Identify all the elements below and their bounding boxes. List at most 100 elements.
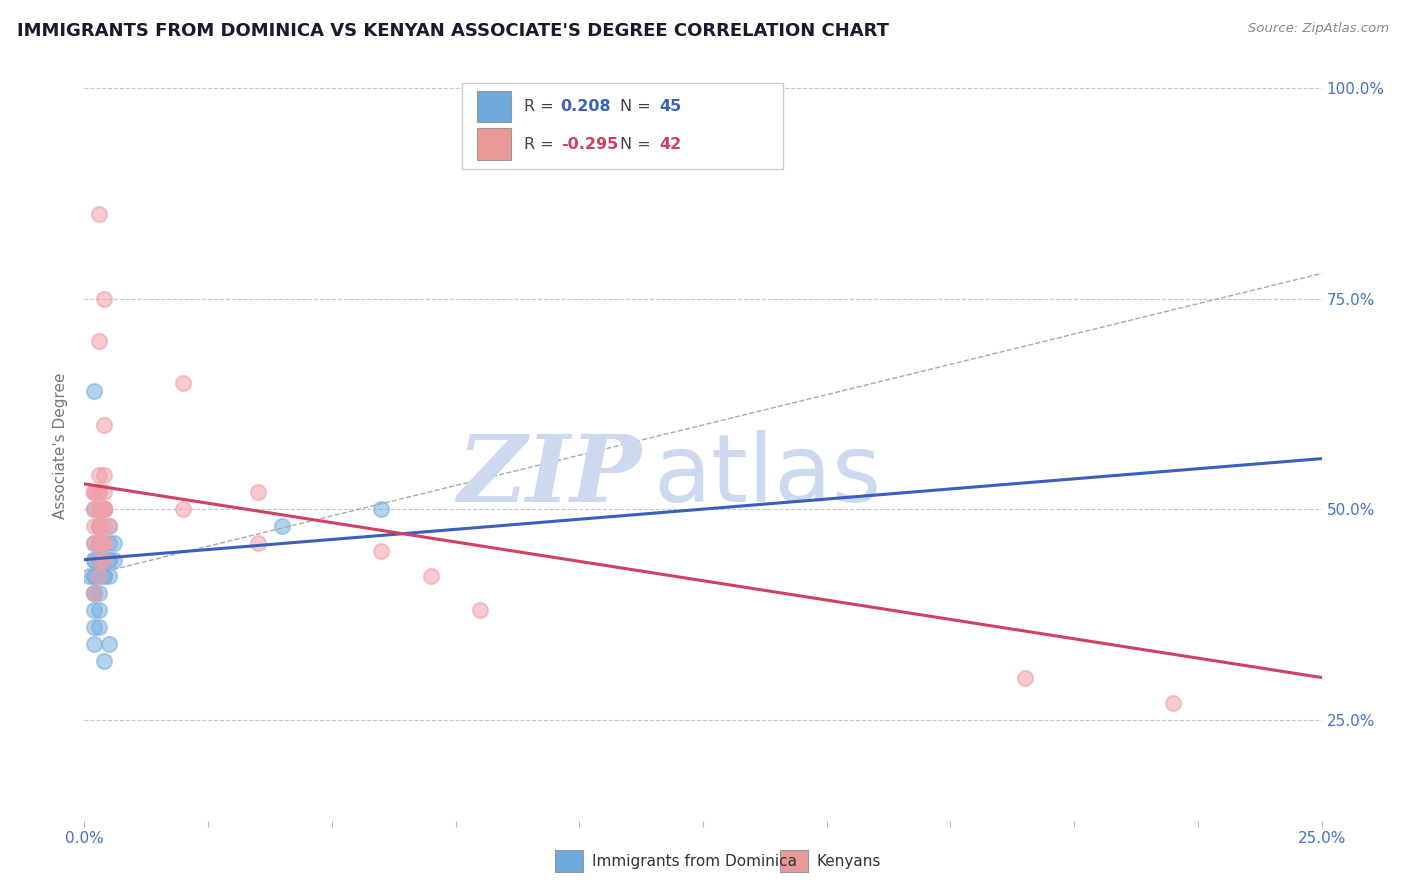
Point: [93, 417, 115, 432]
Text: R =: R =: [523, 99, 558, 114]
Point: [83, 536, 105, 550]
Point: [89, 536, 111, 550]
Point: [89, 334, 111, 348]
Point: [89, 536, 111, 550]
Point: [93, 569, 115, 583]
Text: 42: 42: [659, 136, 682, 152]
Point: [93, 654, 115, 668]
Text: Kenyans: Kenyans: [817, 854, 882, 869]
Point: [93, 502, 115, 516]
Point: [93, 552, 115, 566]
Point: [93, 536, 115, 550]
Text: Immigrants from Dominica: Immigrants from Dominica: [592, 854, 797, 869]
Point: [83, 502, 105, 516]
Point: [89, 502, 111, 516]
Point: [103, 552, 125, 566]
Point: [89, 519, 111, 533]
Point: [271, 519, 294, 533]
Point: [83, 552, 105, 566]
Text: Source: ZipAtlas.com: Source: ZipAtlas.com: [1249, 22, 1389, 36]
Point: [89, 569, 111, 583]
Point: [419, 569, 441, 583]
Point: [98, 569, 121, 583]
Point: [1014, 671, 1036, 685]
Point: [93, 502, 115, 516]
Point: [89, 485, 111, 500]
Point: [470, 603, 492, 617]
Point: [83, 569, 105, 583]
Point: [83, 586, 105, 600]
Point: [79, 569, 101, 583]
Point: [83, 485, 105, 500]
Point: [89, 536, 111, 550]
Point: [83, 637, 105, 651]
Point: [89, 207, 111, 221]
Text: IMMIGRANTS FROM DOMINICA VS KENYAN ASSOCIATE'S DEGREE CORRELATION CHART: IMMIGRANTS FROM DOMINICA VS KENYAN ASSOC…: [17, 22, 889, 40]
Point: [89, 519, 111, 533]
Point: [93, 468, 115, 483]
FancyBboxPatch shape: [477, 91, 512, 122]
Point: [89, 603, 111, 617]
Text: N =: N =: [620, 136, 657, 152]
FancyBboxPatch shape: [461, 83, 783, 169]
Point: [93, 292, 115, 306]
Point: [83, 586, 105, 600]
Point: [89, 552, 111, 566]
Text: R =: R =: [523, 136, 558, 152]
Point: [172, 376, 194, 390]
Point: [89, 519, 111, 533]
Text: 45: 45: [659, 99, 682, 114]
Point: [98, 519, 121, 533]
Point: [1161, 696, 1184, 710]
Point: [89, 552, 111, 566]
Point: [89, 569, 111, 583]
Point: [93, 485, 115, 500]
Point: [89, 620, 111, 634]
Point: [83, 586, 105, 600]
Point: [93, 569, 115, 583]
Point: [89, 536, 111, 550]
Point: [89, 552, 111, 566]
Point: [83, 552, 105, 566]
Point: [83, 620, 105, 634]
Point: [98, 552, 121, 566]
Point: [89, 552, 111, 566]
Point: [83, 603, 105, 617]
FancyBboxPatch shape: [477, 128, 512, 160]
Point: [93, 536, 115, 550]
Point: [93, 536, 115, 550]
Text: N =: N =: [620, 99, 657, 114]
Point: [83, 485, 105, 500]
Point: [93, 502, 115, 516]
Point: [93, 502, 115, 516]
Text: 0.208: 0.208: [561, 99, 612, 114]
Point: [98, 519, 121, 533]
Point: [98, 552, 121, 566]
Point: [83, 502, 105, 516]
Point: [246, 485, 269, 500]
Point: [103, 536, 125, 550]
Point: [98, 536, 121, 550]
Point: [93, 536, 115, 550]
Text: atlas: atlas: [654, 430, 882, 522]
Point: [93, 502, 115, 516]
Y-axis label: Associate's Degree: Associate's Degree: [53, 373, 69, 519]
Point: [89, 536, 111, 550]
Point: [83, 519, 105, 533]
Point: [83, 569, 105, 583]
Point: [93, 552, 115, 566]
Point: [89, 468, 111, 483]
Point: [93, 502, 115, 516]
Point: [370, 502, 392, 516]
Point: [89, 586, 111, 600]
Point: [370, 544, 392, 558]
Point: [83, 536, 105, 550]
Point: [172, 502, 194, 516]
Text: ZIP: ZIP: [457, 431, 641, 521]
Point: [83, 384, 105, 399]
Point: [93, 519, 115, 533]
Point: [89, 519, 111, 533]
Point: [246, 536, 269, 550]
Point: [98, 637, 121, 651]
Point: [93, 536, 115, 550]
